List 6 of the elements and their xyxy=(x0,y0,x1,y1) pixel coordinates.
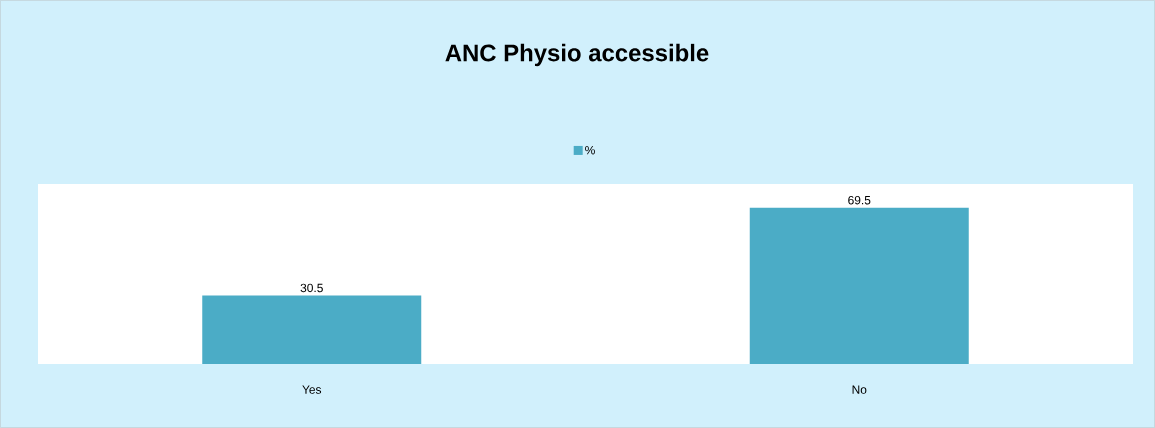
x-tick-label: No xyxy=(852,385,867,394)
legend-label: % xyxy=(585,146,595,155)
chart-title: ANC Physio accessible xyxy=(445,43,709,67)
data-label: 69.5 xyxy=(848,195,871,205)
x-tick-label: Yes xyxy=(302,385,322,394)
data-label: 30.5 xyxy=(300,283,323,293)
